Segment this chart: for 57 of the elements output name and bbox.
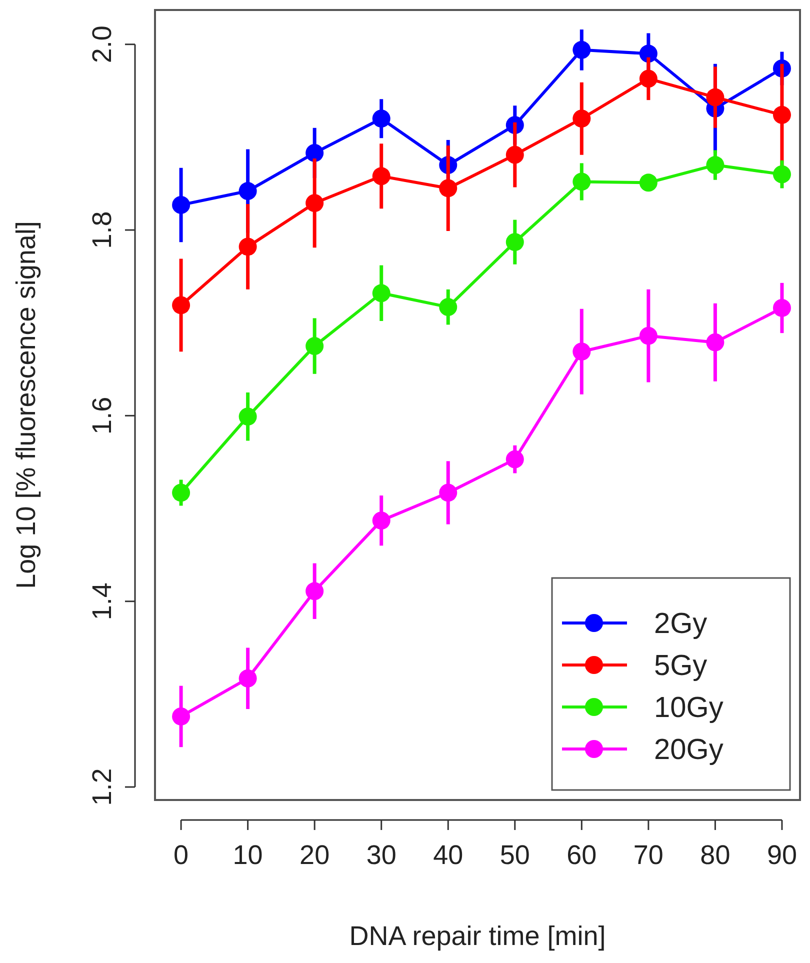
point bbox=[572, 172, 591, 191]
x-tick-label: 30 bbox=[366, 840, 396, 870]
point bbox=[439, 484, 458, 502]
point bbox=[639, 44, 658, 63]
point bbox=[439, 298, 458, 316]
point bbox=[238, 669, 257, 688]
legend-label: 5Gy bbox=[654, 650, 708, 682]
x-axis-title: DNA repair time [min] bbox=[349, 921, 606, 951]
legend-label: 20Gy bbox=[654, 734, 724, 766]
point bbox=[238, 182, 257, 200]
point bbox=[639, 326, 658, 345]
y-axis-title: Log 10 [% fluorescence signal] bbox=[11, 221, 41, 589]
x-tick-label: 50 bbox=[500, 840, 530, 870]
point bbox=[172, 296, 190, 314]
point bbox=[372, 284, 390, 302]
x-tick-label: 10 bbox=[232, 840, 263, 870]
legend-label: 2Gy bbox=[654, 608, 708, 640]
x-tick-label: 90 bbox=[766, 840, 797, 870]
point bbox=[372, 110, 390, 128]
x-tick-label: 60 bbox=[566, 840, 597, 870]
point bbox=[772, 298, 791, 317]
point bbox=[506, 450, 524, 468]
legend-label: 10Gy bbox=[654, 692, 724, 724]
point bbox=[306, 582, 324, 600]
x-tick-label: 70 bbox=[633, 840, 664, 870]
point bbox=[506, 146, 524, 164]
point bbox=[172, 196, 190, 214]
point bbox=[306, 194, 324, 212]
x-tick-label: 40 bbox=[433, 840, 464, 870]
point bbox=[306, 144, 324, 162]
y-tick-label: 2.0 bbox=[87, 26, 117, 64]
x-tick-label: 0 bbox=[174, 840, 189, 870]
x-tick-label: 20 bbox=[300, 840, 330, 870]
point bbox=[572, 342, 591, 361]
y-tick-label: 1.4 bbox=[87, 582, 117, 620]
point bbox=[238, 408, 257, 426]
point bbox=[706, 333, 724, 352]
point bbox=[506, 233, 524, 252]
point bbox=[639, 174, 658, 192]
point bbox=[772, 165, 791, 184]
point bbox=[439, 179, 458, 198]
point bbox=[306, 337, 324, 356]
x-tick-label: 80 bbox=[700, 840, 730, 870]
point bbox=[372, 512, 390, 530]
y-tick-label: 1.8 bbox=[87, 211, 117, 249]
point bbox=[172, 484, 190, 502]
point bbox=[172, 707, 190, 726]
y-tick-label: 1.2 bbox=[87, 768, 117, 806]
point bbox=[572, 110, 591, 128]
point bbox=[772, 106, 791, 124]
y-tick-label: 1.6 bbox=[87, 396, 117, 434]
point bbox=[238, 238, 257, 256]
point bbox=[372, 167, 390, 186]
point bbox=[706, 88, 724, 106]
point bbox=[706, 156, 724, 174]
point bbox=[572, 40, 591, 59]
point bbox=[639, 70, 658, 88]
